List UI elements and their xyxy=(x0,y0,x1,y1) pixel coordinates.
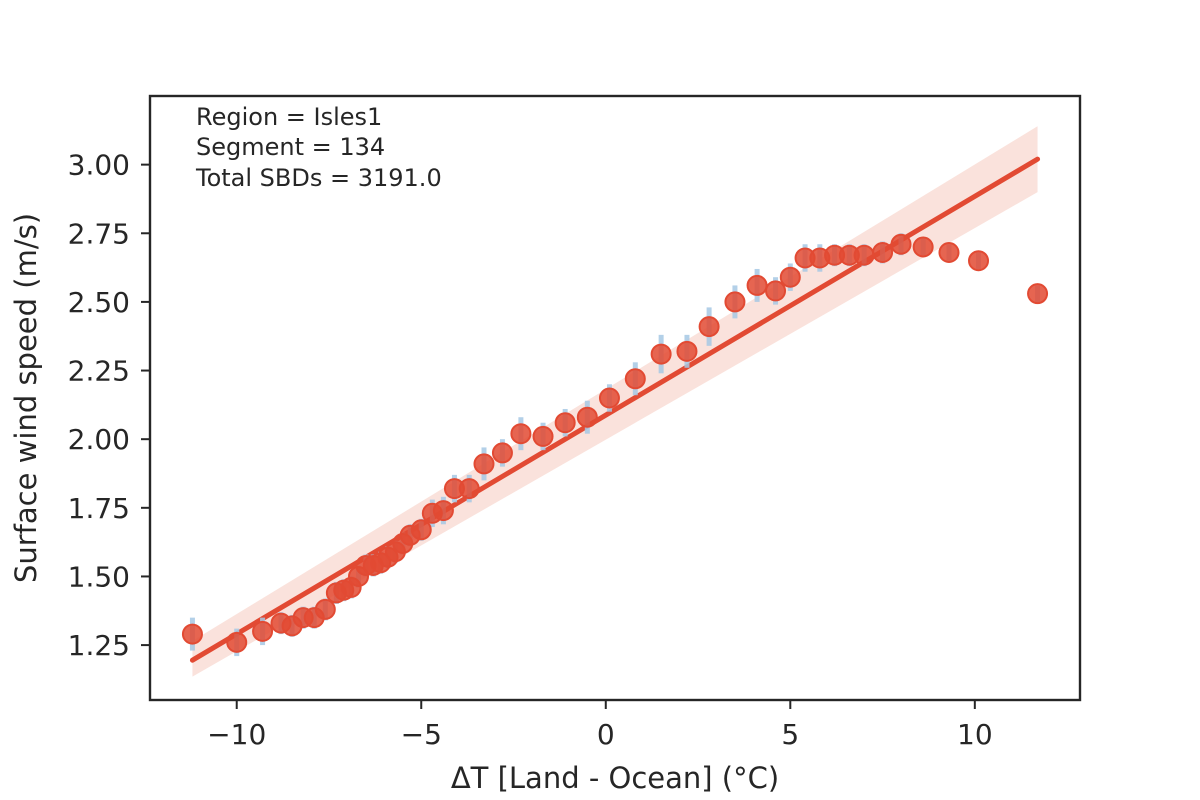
data-point xyxy=(853,244,875,266)
x-tick-label: 5 xyxy=(781,718,799,751)
data-point xyxy=(698,316,720,338)
data-point xyxy=(554,412,576,434)
annotation-block: Region = Isles1 Segment = 134 Total SBDs… xyxy=(195,103,442,192)
data-point xyxy=(473,453,495,475)
data-point xyxy=(624,368,646,390)
annotation-segment: Segment = 134 xyxy=(196,133,385,161)
y-tick-label: 2.25 xyxy=(68,355,130,388)
x-axis-label: ΔT [Land - Ocean] (°C) xyxy=(451,761,779,795)
y-axis-label: Surface wind speed (m/s) xyxy=(9,213,43,583)
data-point xyxy=(676,340,698,362)
data-point xyxy=(724,291,746,313)
data-point xyxy=(938,241,960,263)
data-point xyxy=(779,266,801,288)
data-point xyxy=(491,442,513,464)
data-point xyxy=(968,250,990,272)
data-point xyxy=(410,519,432,541)
data-point xyxy=(432,500,454,522)
data-point xyxy=(576,406,598,428)
y-tick-label: 2.75 xyxy=(68,217,130,250)
data-point xyxy=(314,598,336,620)
data-point xyxy=(765,280,787,302)
data-point-layer xyxy=(181,233,1049,653)
x-tick-label: −5 xyxy=(401,718,442,751)
data-point xyxy=(532,425,554,447)
y-tick-label: 2.00 xyxy=(68,423,130,456)
data-point xyxy=(510,423,532,445)
x-tick-label: 10 xyxy=(957,718,993,751)
regression-line-layer xyxy=(189,156,1041,663)
data-point xyxy=(598,387,620,409)
y-tick-label: 1.75 xyxy=(68,492,130,525)
x-tick-label: 0 xyxy=(597,718,615,751)
x-axis-ticks: −10 −5 0 5 10 xyxy=(207,700,993,751)
data-point xyxy=(746,274,768,296)
data-point xyxy=(181,623,203,645)
data-point xyxy=(890,233,912,255)
annotation-total-sbds: Total SBDs = 3191.0 xyxy=(195,164,442,192)
y-tick-label: 3.00 xyxy=(68,149,130,182)
data-point xyxy=(252,620,274,642)
y-tick-label: 2.50 xyxy=(68,286,130,319)
regression-line xyxy=(189,156,1041,663)
data-point xyxy=(458,478,480,500)
data-point xyxy=(226,631,248,653)
data-point xyxy=(1027,283,1049,305)
x-tick-label: −10 xyxy=(207,718,266,751)
data-point xyxy=(912,236,934,258)
y-axis-ticks: 1.25 1.50 1.75 2.00 2.25 2.50 2.75 3.00 xyxy=(68,149,150,662)
annotation-region: Region = Isles1 xyxy=(196,103,382,131)
plot-frame xyxy=(148,94,1082,702)
y-tick-label: 1.50 xyxy=(68,560,130,593)
data-point xyxy=(650,343,672,365)
data-point xyxy=(872,241,894,263)
y-tick-label: 1.25 xyxy=(68,629,130,662)
